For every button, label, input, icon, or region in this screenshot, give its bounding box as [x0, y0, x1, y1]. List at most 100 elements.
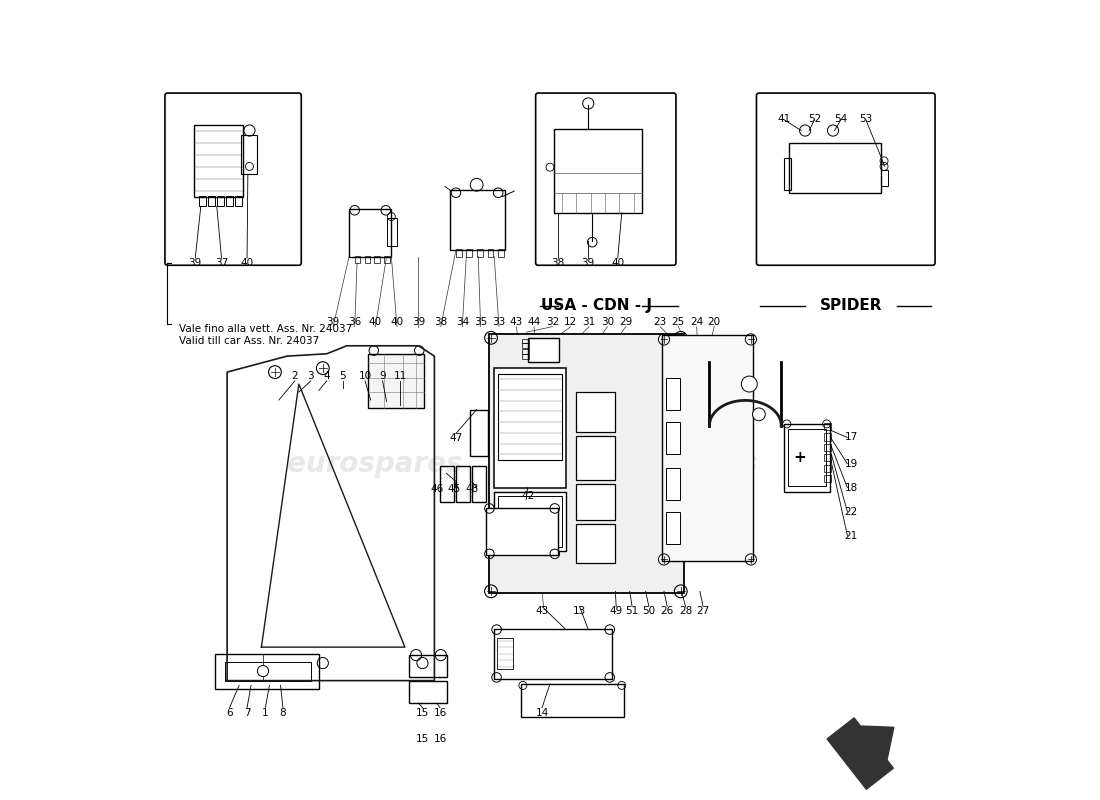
- Bar: [494, 368, 565, 488]
- Text: 27: 27: [696, 606, 710, 616]
- Bar: [409, 655, 448, 678]
- Polygon shape: [827, 718, 894, 790]
- Text: 5: 5: [340, 371, 346, 381]
- Bar: [824, 444, 830, 451]
- Text: 18: 18: [845, 482, 858, 493]
- Bar: [576, 392, 615, 432]
- Text: 15: 15: [416, 707, 429, 718]
- Bar: [455, 250, 462, 257]
- Text: 49: 49: [609, 606, 623, 616]
- Bar: [783, 158, 791, 190]
- Bar: [788, 429, 826, 486]
- Bar: [455, 466, 471, 502]
- Bar: [409, 681, 448, 703]
- Bar: [522, 338, 529, 343]
- Text: 50: 50: [642, 606, 656, 616]
- Bar: [194, 125, 243, 197]
- Bar: [471, 410, 487, 456]
- Text: 48: 48: [465, 484, 478, 494]
- Text: eurospares: eurospares: [582, 450, 757, 478]
- Text: 40: 40: [612, 258, 625, 268]
- Text: 9: 9: [379, 371, 386, 381]
- Bar: [528, 338, 559, 362]
- Text: 8: 8: [279, 707, 286, 718]
- Bar: [666, 422, 680, 454]
- Bar: [386, 218, 397, 246]
- Bar: [661, 335, 754, 561]
- Bar: [486, 508, 558, 555]
- Text: 45: 45: [448, 484, 461, 494]
- Bar: [666, 378, 680, 410]
- Text: 35: 35: [474, 317, 487, 327]
- Bar: [789, 143, 881, 193]
- Text: 2: 2: [292, 371, 298, 381]
- Text: 23: 23: [653, 317, 667, 327]
- Text: 40: 40: [368, 317, 382, 327]
- Text: 34: 34: [455, 317, 469, 327]
- Text: 20: 20: [707, 317, 721, 327]
- Bar: [450, 190, 505, 250]
- Bar: [235, 196, 242, 206]
- Bar: [824, 423, 830, 430]
- Bar: [440, 466, 454, 502]
- Text: 40: 40: [241, 258, 254, 268]
- Bar: [498, 496, 562, 547]
- Text: 13: 13: [573, 606, 586, 616]
- Bar: [487, 250, 493, 257]
- Bar: [364, 256, 370, 263]
- Text: eurospares: eurospares: [287, 450, 462, 478]
- Bar: [576, 436, 615, 480]
- Text: 42: 42: [521, 490, 535, 501]
- Text: 16: 16: [433, 707, 447, 718]
- Bar: [217, 196, 224, 206]
- Bar: [666, 512, 680, 543]
- Text: 43: 43: [536, 606, 549, 616]
- Bar: [216, 654, 319, 689]
- Text: 31: 31: [582, 317, 596, 327]
- Text: 41: 41: [777, 114, 790, 124]
- Text: 33: 33: [493, 317, 506, 327]
- Text: 22: 22: [845, 506, 858, 517]
- Bar: [824, 454, 830, 462]
- Bar: [576, 523, 615, 563]
- Bar: [227, 196, 233, 206]
- Circle shape: [741, 376, 757, 392]
- Text: 43: 43: [510, 317, 524, 327]
- Text: 17: 17: [845, 433, 858, 442]
- Bar: [824, 475, 830, 482]
- Text: 1: 1: [262, 707, 268, 718]
- Text: 6: 6: [227, 707, 233, 718]
- Text: 52: 52: [808, 114, 822, 124]
- Text: 15: 15: [416, 734, 429, 744]
- Text: 39: 39: [327, 317, 340, 327]
- Bar: [349, 209, 390, 257]
- Text: 3: 3: [308, 371, 315, 381]
- Text: 24: 24: [690, 317, 703, 327]
- Text: 39: 39: [188, 258, 202, 268]
- Bar: [199, 196, 207, 206]
- Text: 47: 47: [449, 434, 463, 443]
- Bar: [824, 434, 830, 441]
- Circle shape: [752, 408, 766, 421]
- Bar: [242, 134, 257, 174]
- Bar: [666, 468, 680, 500]
- Text: 4: 4: [323, 371, 330, 381]
- Text: 29: 29: [619, 317, 632, 327]
- Text: 16: 16: [433, 734, 447, 744]
- Text: USA - CDN - J: USA - CDN - J: [541, 298, 651, 314]
- Text: 25: 25: [672, 317, 685, 327]
- Bar: [783, 424, 829, 492]
- Text: 40: 40: [390, 317, 404, 327]
- Bar: [208, 196, 216, 206]
- Bar: [522, 354, 529, 358]
- Text: Vale fino alla vett. Ass. Nr. 24037
Valid till car Ass. Nr. 24037: Vale fino alla vett. Ass. Nr. 24037 Vali…: [179, 324, 352, 346]
- Text: 36: 36: [348, 317, 361, 327]
- Text: 10: 10: [359, 371, 372, 381]
- Text: 14: 14: [536, 707, 549, 718]
- Text: 38: 38: [434, 317, 448, 327]
- Text: 11: 11: [394, 371, 407, 381]
- Bar: [824, 465, 830, 472]
- Text: 26: 26: [661, 606, 674, 616]
- Text: 44: 44: [527, 317, 541, 327]
- Text: 39: 39: [582, 258, 595, 268]
